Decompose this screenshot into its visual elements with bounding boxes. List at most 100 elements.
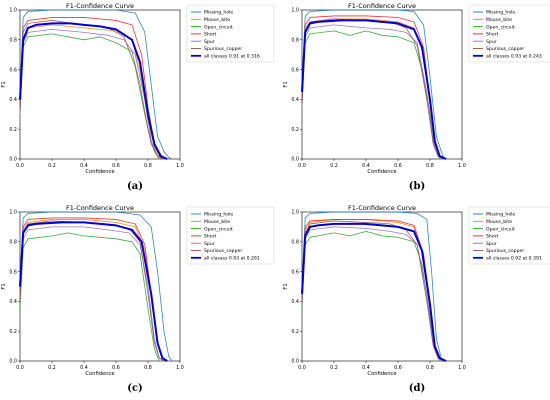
x-axis-label: Confidence — [367, 169, 396, 175]
x-tick-label: 0.2 — [48, 365, 56, 371]
plot-frame — [301, 9, 463, 160]
y-axis-label: F1 — [1, 81, 7, 87]
legend-entry: all classes 0.92 at 0.391 — [486, 256, 542, 262]
panel-label-d: (d) — [408, 383, 426, 394]
y-tick-label: 0.6 — [9, 67, 17, 73]
legend-box — [468, 206, 550, 265]
plot-frame — [19, 211, 181, 362]
y-tick-label: 0.0 — [9, 157, 17, 163]
legend-entry: Missing_hole — [486, 212, 515, 218]
series-line-short — [301, 15, 444, 160]
series-line-spur — [19, 28, 163, 160]
y-tick-label: 1.0 — [291, 8, 299, 14]
panel-label-b: (b) — [408, 181, 426, 192]
x-axis-label: Confidence — [85, 371, 114, 377]
panel-label-a: (a) — [127, 181, 143, 192]
chart-title: F1-Confidence Curve — [348, 2, 416, 10]
legend-entry: Spur — [486, 39, 497, 45]
y-tick-label: 0.6 — [9, 269, 17, 275]
legend-box — [186, 206, 275, 265]
series-line-mouse-bite — [19, 24, 165, 160]
y-tick-label: 0.2 — [9, 127, 17, 133]
y-tick-label: 0.2 — [9, 329, 17, 335]
chart-title: F1-Confidence Curve — [66, 204, 134, 212]
y-tick-label: 0.4 — [9, 299, 17, 305]
x-tick-label: 1.0 — [176, 163, 184, 169]
legend-entry: Missing_hole — [204, 212, 233, 218]
series-line-open-circuit — [19, 33, 160, 160]
series-line-mouse-bite — [301, 219, 444, 362]
chart-title: F1-Confidence Curve — [66, 2, 134, 10]
series-line-short — [19, 217, 166, 362]
legend: Missing_holeMouse_biteOpen_circuitShortS… — [186, 4, 275, 63]
y-tick-label: 0.0 — [9, 359, 17, 365]
legend-entry: Short — [486, 234, 499, 240]
y-tick-label: 1.0 — [9, 8, 17, 14]
legend-entry: Spurious_copper — [486, 46, 524, 52]
legend: Missing_holeMouse_biteOpen_circuitShortS… — [468, 4, 550, 63]
y-tick-label: 0.6 — [291, 269, 299, 275]
x-tick-label: 0.4 — [362, 163, 370, 169]
x-axis-label: Confidence — [85, 169, 114, 175]
series-line-spurious-copper — [19, 20, 163, 160]
series-line-short — [301, 219, 444, 362]
x-tick-label: 0.0 — [16, 163, 24, 169]
series-line-mouse-bite — [19, 219, 166, 362]
x-tick-label: 0.0 — [16, 365, 24, 371]
y-tick-label: 1.0 — [291, 210, 299, 216]
series-line-all-classes — [19, 22, 168, 160]
x-tick-label: 0.8 — [426, 163, 434, 169]
chart-panel-4: F1-Confidence Curve 0.0 0.2 0.4 0.6 0.8 1.0 0.0… — [283, 204, 550, 377]
series-line-missing-hole — [19, 211, 173, 362]
y-tick-label: 0.2 — [291, 329, 299, 335]
legend: Missing_holeMouse_biteOpen_circuitShortS… — [468, 206, 550, 265]
series-line-spurious-copper — [301, 18, 444, 160]
x-tick-label: 1.0 — [176, 365, 184, 371]
y-tick-label: 0.0 — [291, 157, 299, 163]
series-line-all-classes — [301, 222, 447, 362]
y-tick-label: 0.4 — [9, 97, 17, 103]
legend-entry: Mouse_bite — [204, 17, 230, 23]
y-axis-label: F1 — [283, 81, 289, 87]
legend-entry: Missing_hole — [486, 10, 515, 16]
series-line-missing-hole — [301, 211, 445, 362]
legend-entry: Mouse_bite — [486, 219, 512, 225]
legend-entry: Short — [204, 32, 217, 38]
x-tick-label: 0.6 — [394, 365, 402, 371]
x-tick-label: 0.4 — [80, 365, 88, 371]
plot-frame — [19, 9, 181, 160]
x-tick-label: 0.4 — [362, 365, 370, 371]
series-line-spurious-copper — [301, 220, 444, 362]
legend-entry: all classes 0.93 at 0.261 — [204, 256, 260, 262]
x-tick-label: 0.2 — [330, 365, 338, 371]
legend-box — [468, 4, 550, 63]
x-tick-label: 0.2 — [48, 163, 56, 169]
legend-entry: Open_circuit — [486, 226, 515, 232]
chart-title: F1-Confidence Curve — [348, 204, 416, 212]
panel-label-c: (c) — [127, 383, 143, 394]
x-tick-label: 0.0 — [298, 365, 306, 371]
y-axis-label: F1 — [283, 283, 289, 289]
legend-entry: Open_circuit — [486, 24, 515, 30]
series-line-all-classes — [301, 19, 447, 160]
legend-entry: Spurious_copper — [486, 248, 524, 254]
legend-entry: Short — [486, 32, 499, 38]
x-tick-label: 0.2 — [330, 163, 338, 169]
series-line-spur — [301, 24, 444, 160]
chart-panel-3: F1-Confidence Curve 0.0 0.2 0.4 0.6 0.8 1.0 0.0… — [1, 204, 275, 377]
legend-entry: Spur — [486, 241, 497, 247]
series-line-missing-hole — [19, 9, 173, 160]
x-tick-label: 1.0 — [458, 365, 466, 371]
legend-entry: Mouse_bite — [486, 17, 512, 23]
x-tick-label: 0.6 — [112, 163, 120, 169]
y-tick-label: 0.8 — [9, 240, 17, 246]
legend-entry: all classes 0.91 at 0.316 — [204, 54, 260, 60]
series-line-open-circuit — [301, 230, 440, 362]
y-tick-label: 0.4 — [291, 299, 299, 305]
y-tick-label: 0.6 — [291, 67, 299, 73]
legend-box — [186, 4, 275, 63]
series-line-mouse-bite — [301, 18, 444, 160]
series-line-missing-hole — [301, 9, 447, 160]
y-tick-label: 0.8 — [291, 240, 299, 246]
x-tick-label: 0.8 — [144, 365, 152, 371]
